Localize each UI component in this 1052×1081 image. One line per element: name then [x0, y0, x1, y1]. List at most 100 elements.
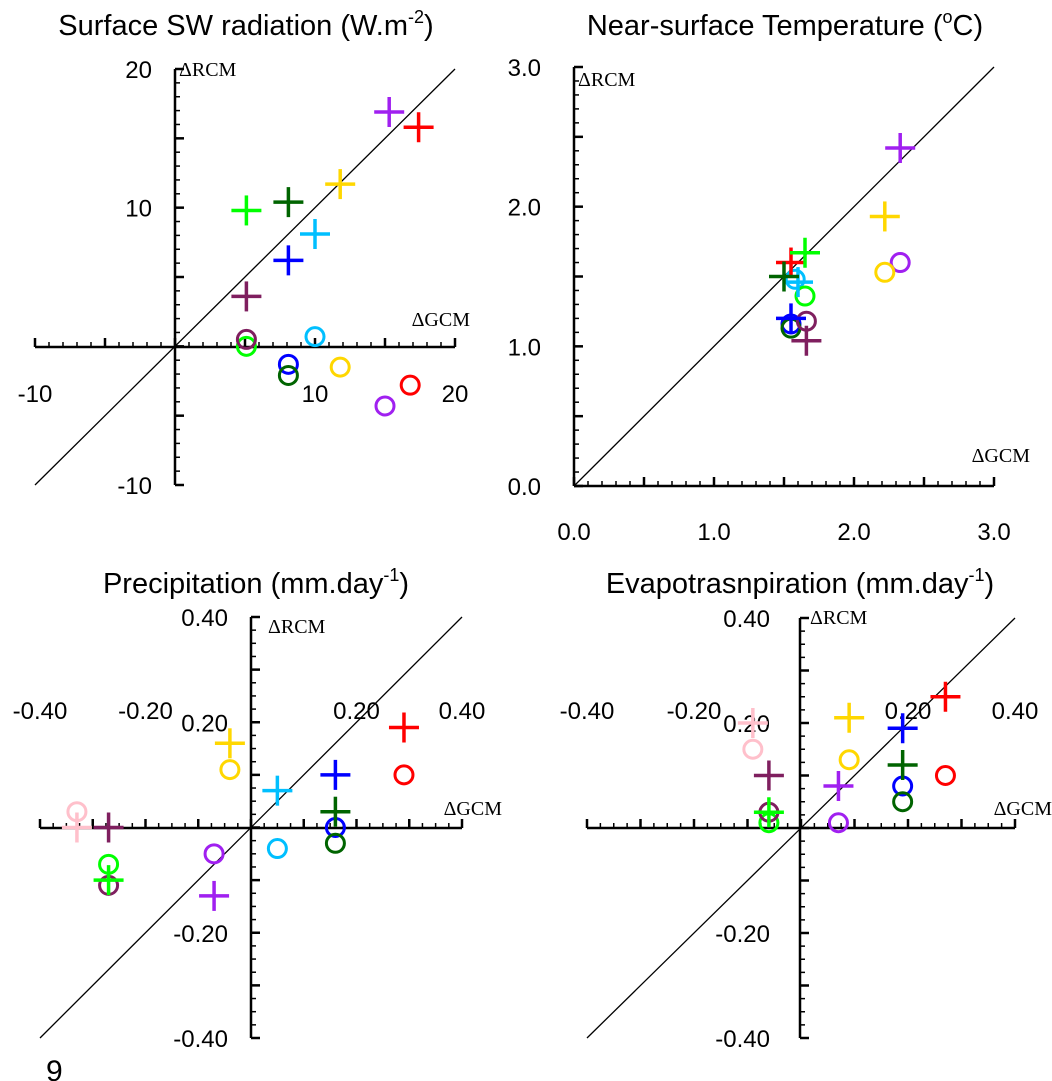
- y-tick-label: -0.20: [173, 921, 228, 948]
- y-tick-label: 0.0: [508, 474, 541, 501]
- y-tick-label: 2.0: [508, 195, 541, 222]
- circle-marker: [203, 843, 225, 865]
- chart-title-main: Near-surface Temperature (: [587, 10, 943, 42]
- plus-marker: [753, 797, 784, 828]
- plus-marker: [823, 771, 854, 801]
- chart-title-superscript: o: [943, 7, 953, 27]
- circle-marker: [393, 764, 415, 786]
- plus-marker: [834, 702, 865, 733]
- chart-title-end: ): [399, 568, 409, 600]
- x-tick-label: 0.20: [333, 698, 380, 725]
- y-tick-label: 20: [125, 57, 152, 84]
- chart-title: Near-surface Temperature (oC): [587, 7, 983, 42]
- y-tick-label: -0.40: [715, 1026, 770, 1053]
- circle-marker: [266, 838, 288, 860]
- x-axis-label: ΔGCM: [444, 798, 503, 820]
- chart-title-end: ): [985, 568, 995, 600]
- circle-marker: [304, 326, 326, 348]
- x-tick-label: 0.20: [885, 698, 932, 725]
- chart-title-main: Evapotrasnpiration (mm.day: [606, 568, 969, 600]
- plus-marker: [753, 760, 784, 791]
- circle-marker: [827, 812, 849, 834]
- x-axis-label: ΔGCM: [412, 309, 471, 331]
- y-axis-label: ΔRCM: [810, 607, 868, 629]
- chart-title-end: ): [424, 10, 434, 42]
- y-tick-label: 0.40: [723, 606, 770, 633]
- y-axis-label: ΔRCM: [268, 616, 326, 638]
- plus-marker: [231, 281, 262, 312]
- chart-title-end: C): [953, 10, 984, 42]
- x-tick-label: -10: [18, 381, 53, 408]
- circle-marker: [235, 335, 257, 357]
- x-tick-label: 0.40: [439, 698, 486, 725]
- circle-marker: [235, 328, 257, 350]
- y-tick-label: 0.20: [181, 710, 228, 737]
- plus-marker: [93, 812, 124, 843]
- one-to-one-line: [34, 68, 456, 486]
- circle-marker: [277, 353, 299, 375]
- x-tick-label: -0.40: [13, 698, 68, 725]
- y-tick-label: 0.40: [181, 605, 228, 632]
- plus-marker: [885, 133, 916, 164]
- plus-marker: [769, 261, 799, 292]
- circle-marker: [889, 252, 911, 274]
- chart-title-superscript: -2: [408, 7, 424, 27]
- plus-marker: [869, 201, 900, 232]
- x-axis-label: ΔGCM: [972, 445, 1031, 467]
- plus-marker: [737, 708, 768, 738]
- plus-marker: [783, 267, 813, 298]
- panel-surface-sw-radiation: Surface SW radiation (W.m-2) -10 10 20 -10 10…: [18, 7, 471, 500]
- plus-marker: [374, 96, 405, 127]
- chart-title: Surface SW radiation (W.m-2): [58, 7, 433, 42]
- circle-marker: [399, 374, 421, 396]
- circle-marker: [838, 749, 860, 771]
- plus-marker: [388, 712, 419, 743]
- plus-marker: [262, 775, 293, 806]
- plus-marker: [887, 750, 918, 780]
- circle-marker: [784, 268, 806, 290]
- plus-marker: [214, 728, 245, 759]
- circle-marker: [874, 261, 896, 283]
- y-axis-label: ΔRCM: [179, 59, 237, 81]
- chart-title: Precipitation (mm.day-1): [103, 565, 409, 600]
- y-tick-label: -10: [117, 473, 152, 500]
- chart-title: Evapotrasnpiration (mm.day-1): [606, 565, 994, 600]
- x-tick-label: 0.40: [992, 698, 1039, 725]
- x-axis-label: ΔGCM: [994, 798, 1052, 820]
- plus-marker: [93, 865, 124, 896]
- chart-title-main: Precipitation (mm.day: [103, 568, 384, 600]
- circle-marker: [374, 395, 396, 417]
- y-tick-label: 1.0: [508, 334, 541, 361]
- y-tick-label: -0.20: [715, 921, 770, 948]
- plus-marker: [403, 112, 434, 143]
- x-tick-label: -0.20: [667, 698, 722, 725]
- y-axis-label: ΔRCM: [578, 69, 636, 91]
- plus-marker: [887, 713, 918, 744]
- circle-marker: [892, 791, 914, 813]
- plus-marker: [199, 880, 230, 911]
- x-tick-label: 0.0: [557, 519, 590, 546]
- plus-marker: [61, 812, 92, 843]
- plus-marker: [273, 245, 304, 276]
- x-tick-label: -0.20: [118, 698, 173, 725]
- plus-marker: [320, 796, 351, 827]
- x-tick-label: 20: [442, 381, 469, 408]
- x-tick-label: 10: [302, 381, 329, 408]
- circle-marker: [794, 285, 816, 307]
- panel-near-surface-temperature: Near-surface Temperature (oC) 0.0 1.0 2.0 3.…: [508, 7, 1031, 546]
- chart-title-main: Surface SW radiation (W.m: [58, 10, 408, 42]
- y-tick-label: 3.0: [508, 55, 541, 82]
- plus-marker: [231, 195, 262, 226]
- panel-precipitation: Precipitation (mm.day-1) -0.40 -0.20 0.20 0.…: [13, 565, 503, 1053]
- circle-marker: [329, 356, 351, 378]
- plus-marker: [776, 303, 806, 334]
- chart-title-superscript: -1: [968, 565, 984, 585]
- stray-page-number: 9: [46, 1055, 63, 1081]
- circle-marker: [324, 832, 346, 854]
- circle-marker: [934, 765, 956, 786]
- x-tick-label: 2.0: [837, 519, 870, 546]
- circle-marker: [742, 738, 764, 760]
- panel-evapotranspiration: Evapotrasnpiration (mm.day-1) -0.40 -0.20 0…: [560, 565, 1052, 1053]
- circle-marker: [219, 759, 241, 781]
